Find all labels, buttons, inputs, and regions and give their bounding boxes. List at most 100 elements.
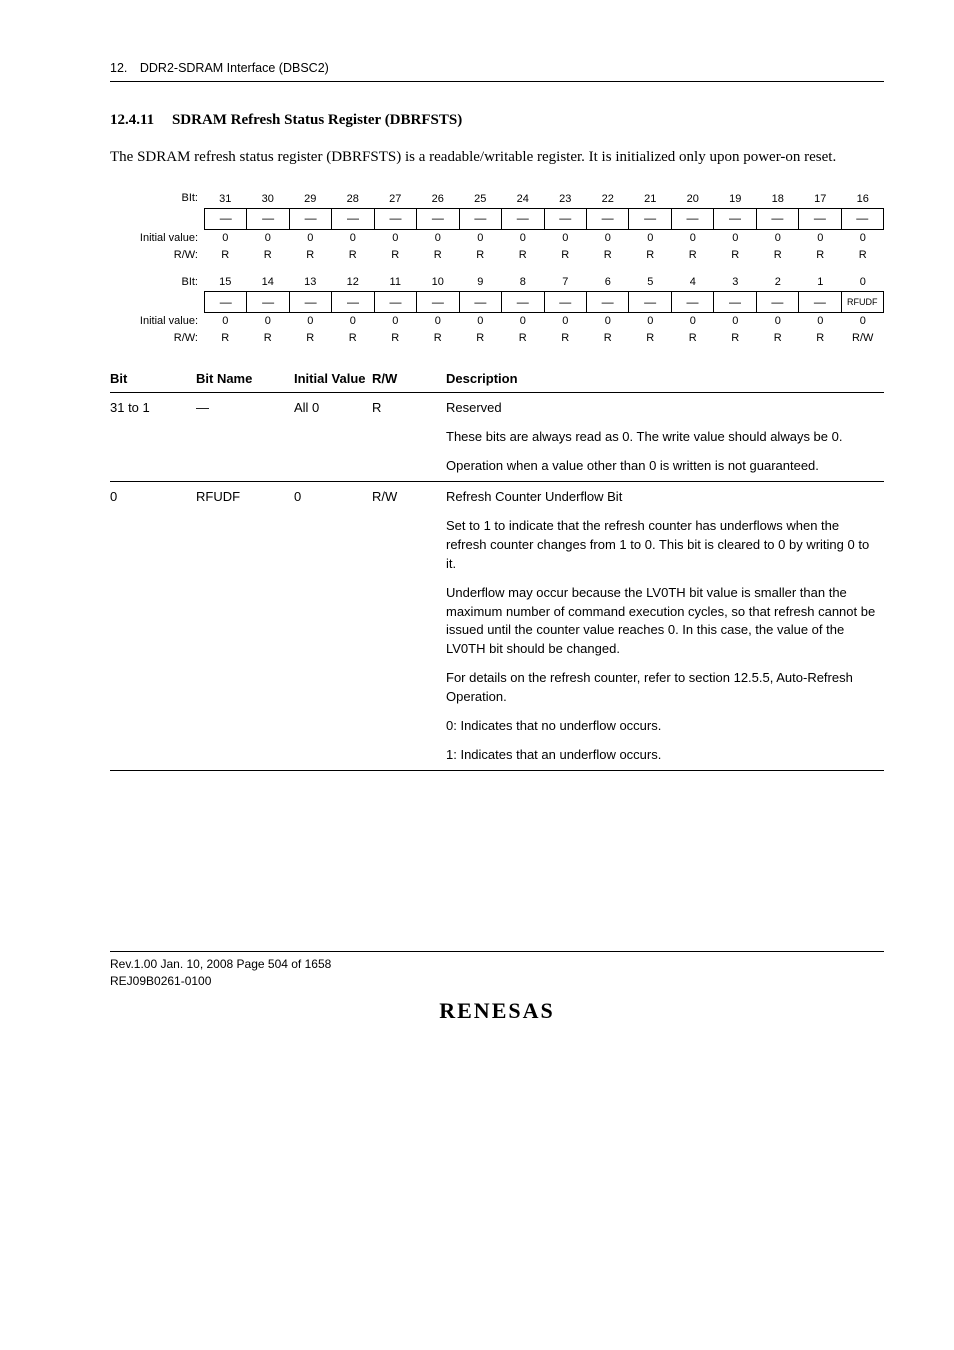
- bit-cell: —: [332, 208, 374, 230]
- bit-cell: 31: [204, 191, 247, 208]
- bit-cell: —: [247, 291, 289, 313]
- bit-cell: 0: [842, 274, 885, 291]
- bit-row-label: R/W:: [110, 331, 204, 346]
- description-paragraph: These bits are always read as 0. The wri…: [446, 428, 878, 447]
- bit-cell: R: [714, 247, 757, 264]
- description-paragraph: 0: Indicates that no underflow occurs.: [446, 717, 878, 736]
- bit-cell: R: [204, 330, 247, 347]
- bit-cell: —: [672, 291, 714, 313]
- bit-cell: R: [417, 330, 460, 347]
- bit-cell: R: [459, 330, 502, 347]
- bit-cell: R: [417, 247, 460, 264]
- description-paragraph: Underflow may occur because the LV0TH bi…: [446, 584, 878, 659]
- bit-row-label: Initial value:: [110, 231, 204, 246]
- bit-diagram-row: BIt:31302928272625242322212019181716: [110, 191, 884, 208]
- cell-initial: All 0: [294, 392, 372, 482]
- bit-cell: —: [417, 208, 459, 230]
- bit-cell: —: [502, 208, 544, 230]
- bit-cell: R: [842, 247, 885, 264]
- bit-cell: RFUDF: [842, 291, 884, 313]
- bit-cell: R: [502, 247, 545, 264]
- bit-cell: —: [247, 208, 289, 230]
- bit-cell: —: [502, 291, 544, 313]
- bit-cell: 0: [332, 230, 375, 247]
- bit-cell: 0: [842, 230, 885, 247]
- bit-cell: —: [629, 208, 671, 230]
- bit-cell: R: [289, 247, 332, 264]
- bit-cell: 16: [842, 191, 885, 208]
- table-row: 31 to 1—All 0RReserved These bits are alw…: [110, 392, 884, 482]
- bit-cell: —: [714, 291, 756, 313]
- bit-diagram-row: Initial value:0000000000000000: [110, 230, 884, 247]
- cell-description: Refresh Counter Underflow Bit Set to 1 to…: [446, 482, 884, 771]
- bit-cell: 15: [204, 274, 247, 291]
- bit-diagram-row: Initial value:0000000000000000: [110, 313, 884, 330]
- bit-cell: 5: [629, 274, 672, 291]
- cell-initial: 0: [294, 482, 372, 771]
- bit-cell: —: [757, 208, 799, 230]
- bit-cell: R: [204, 247, 247, 264]
- bit-cell: 0: [587, 313, 630, 330]
- col-header-bit: Bit: [110, 366, 196, 393]
- col-header-bitname: Bit Name: [196, 366, 294, 393]
- bit-cell: —: [842, 208, 884, 230]
- bit-cell: R: [289, 330, 332, 347]
- bit-cell: —: [290, 291, 332, 313]
- bit-cell: —: [629, 291, 671, 313]
- bit-cell: —: [460, 208, 502, 230]
- bit-cell: 0: [417, 313, 460, 330]
- description-paragraph: Set to 1 to indicate that the refresh co…: [446, 517, 878, 574]
- bit-cell: 10: [417, 274, 460, 291]
- bit-cell: R: [629, 330, 672, 347]
- bit-cell: 0: [289, 230, 332, 247]
- description-paragraph: Operation when a value other than 0 is w…: [446, 457, 878, 476]
- bit-cell: 0: [502, 230, 545, 247]
- bit-cell: —: [204, 291, 247, 313]
- bit-cell: 0: [757, 230, 800, 247]
- bit-cell: —: [460, 291, 502, 313]
- description-paragraph: For details on the refresh counter, refe…: [446, 669, 878, 707]
- description-paragraph: Refresh Counter Underflow Bit: [446, 488, 878, 507]
- bit-cell: 0: [459, 313, 502, 330]
- bit-cell: 19: [714, 191, 757, 208]
- col-header-initial: Initial Value: [294, 366, 372, 393]
- bit-cell: R: [502, 330, 545, 347]
- bit-cell: R: [799, 330, 842, 347]
- bit-cell: 0: [204, 313, 247, 330]
- bit-cell: 0: [417, 230, 460, 247]
- cell-bit: 31 to 1: [110, 392, 196, 482]
- bit-cell: 8: [502, 274, 545, 291]
- footer: Rev.1.00 Jan. 10, 2008 Page 504 of 1658 …: [110, 951, 884, 990]
- bit-cell: 0: [672, 230, 715, 247]
- bit-cell: R: [247, 330, 290, 347]
- bit-cell: —: [587, 291, 629, 313]
- cell-description: Reserved These bits are always read as 0.…: [446, 392, 884, 482]
- bit-cell: R: [544, 330, 587, 347]
- heading: 12.4.11 SDRAM Refresh Status Register (D…: [110, 110, 884, 131]
- bit-diagram-row: R/W:RRRRRRRRRRRRRRRR: [110, 247, 884, 264]
- cell-bitname: —: [196, 392, 294, 482]
- table-row: 0RFUDF0R/WRefresh Counter Underflow BitS…: [110, 482, 884, 771]
- bit-cell: —: [290, 208, 332, 230]
- bit-cell: R: [587, 247, 630, 264]
- bit-cell: R/W: [842, 330, 885, 347]
- intro-paragraph: The SDRAM refresh status register (DBRFS…: [110, 145, 884, 169]
- bit-cell: —: [332, 291, 374, 313]
- bit-cell: 0: [332, 313, 375, 330]
- bit-cell: R: [799, 247, 842, 264]
- bit-cell: 0: [502, 313, 545, 330]
- col-header-desc: Description: [446, 366, 884, 393]
- bit-cell: R: [757, 330, 800, 347]
- bit-cell: 0: [757, 313, 800, 330]
- description-paragraph: Reserved: [446, 399, 878, 418]
- bit-cell: R: [459, 247, 502, 264]
- bit-cell: 18: [757, 191, 800, 208]
- bit-cell: 13: [289, 274, 332, 291]
- bit-cell: R: [374, 330, 417, 347]
- bit-cell: 0: [289, 313, 332, 330]
- bit-diagram-row: BIt:1514131211109876543210: [110, 274, 884, 291]
- bit-cell: 0: [842, 313, 885, 330]
- cell-rw: R: [372, 392, 446, 482]
- bit-cell: R: [672, 247, 715, 264]
- bit-cell: 14: [247, 274, 290, 291]
